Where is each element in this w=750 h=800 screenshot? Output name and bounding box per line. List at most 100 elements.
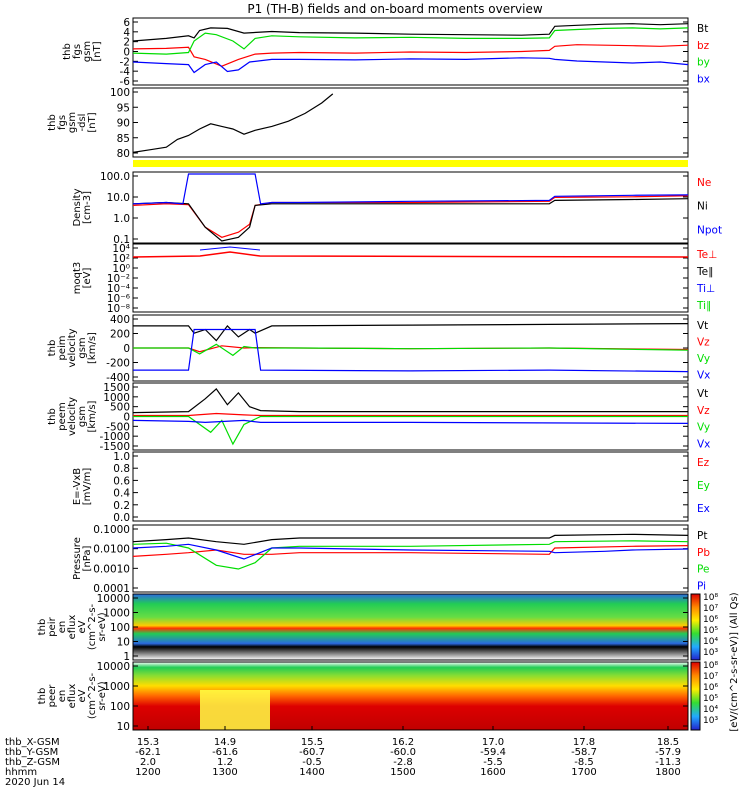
y-tick-label: 0.6 bbox=[113, 475, 130, 487]
y-tick-label: 10000 bbox=[97, 661, 130, 673]
series-by bbox=[133, 28, 688, 54]
series-Bt bbox=[133, 24, 688, 41]
series-Vx bbox=[133, 420, 688, 423]
y-axis-label-line: sr-eV) bbox=[97, 681, 108, 710]
colorbar-tick: 10⁶ bbox=[703, 615, 718, 625]
plot-title: P1 (TH-B) fields and on-board moments ov… bbox=[247, 2, 543, 16]
legend-Ni: Ni bbox=[697, 201, 708, 213]
series-Vt bbox=[133, 324, 688, 341]
y-axis-label-line: [nT] bbox=[92, 41, 103, 61]
legend-Pe: Pe bbox=[697, 564, 709, 576]
legend-Ez: Ez bbox=[697, 457, 710, 469]
panel-6: 150010005000-500-1000-1500thb peem velocit… bbox=[47, 382, 710, 453]
y-tick-label: 90 bbox=[117, 118, 130, 130]
panel-3: 100.0 10.0 1.0 0.1 Density [cm-3] Ne Ni Npot bbox=[72, 171, 722, 246]
legend-Ti∥: Ti∥ bbox=[696, 300, 711, 312]
y-axis-label-line: [km/s] bbox=[87, 332, 98, 364]
y-tick-label: 0.0010 bbox=[93, 563, 130, 575]
x-tick-label: 1200 bbox=[135, 767, 160, 778]
series-Vx bbox=[133, 330, 688, 372]
y-axis-label-line: [eV] bbox=[82, 268, 93, 289]
y-axis-label-line: [nT] bbox=[87, 112, 98, 132]
legend-Vx: Vx bbox=[697, 370, 710, 382]
colorbar-tick: 10⁸ bbox=[703, 593, 718, 603]
y-axis-label-line: [mV/m] bbox=[82, 468, 93, 506]
series-Ni bbox=[133, 199, 688, 241]
x-tick-label: 1500 bbox=[390, 767, 415, 778]
y-tick-label: 80 bbox=[117, 148, 130, 160]
colorbar-2 bbox=[691, 662, 700, 730]
colorbar-tick: 10⁵ bbox=[703, 694, 718, 704]
colorbar-tick: 10³ bbox=[703, 648, 718, 658]
panel-frame bbox=[133, 452, 688, 521]
colorbar-tick: 10⁵ bbox=[703, 626, 718, 636]
panel-2: 10095908580thb fgs gsm -dsl [nT] bbox=[47, 87, 688, 160]
y-tick-label: 10000 bbox=[97, 593, 130, 605]
y-tick-label: 400 bbox=[110, 314, 130, 326]
legend-Pb: Pb bbox=[697, 547, 710, 559]
colorbar-tick: 10⁶ bbox=[703, 683, 718, 693]
legend-Te∥: Te∥ bbox=[696, 266, 713, 278]
x-tick-label: 1800 bbox=[655, 767, 680, 778]
y-tick-label: 10 bbox=[117, 637, 130, 649]
legend-Vy: Vy bbox=[697, 353, 710, 365]
legend-bz: bz bbox=[697, 40, 710, 52]
x-tick-label: 1400 bbox=[299, 767, 324, 778]
y-tick-label: 95 bbox=[117, 102, 130, 114]
legend-Ey: Ey bbox=[697, 480, 710, 492]
panel-9: 10000 1000 100 10 1 thb peir en eflux eV (cm^2-s-s… bbox=[37, 593, 688, 663]
legend-Bt: Bt bbox=[697, 23, 708, 35]
x-axis-labels: thb_X-GSM 15.3 14.9 15.5 16.2 17.0 17.8 18.5 thb… bbox=[5, 726, 681, 788]
series-bx bbox=[133, 58, 688, 73]
legend-Vt: Vt bbox=[697, 388, 708, 400]
colorbar-tick: 10⁸ bbox=[703, 661, 718, 671]
y-tick-label: 0.0100 bbox=[93, 544, 130, 556]
y-tick-label: 0.1000 bbox=[93, 524, 130, 536]
panel-7: 1.00.80.60.40.20.0E=-VxB [mV/m]EzEyEx bbox=[72, 451, 710, 524]
series-Te bbox=[133, 252, 688, 257]
colorbar-tick: 10⁷ bbox=[703, 672, 718, 682]
colorbar-tick: 10⁷ bbox=[703, 604, 718, 614]
series-Vz bbox=[133, 414, 688, 416]
y-tick-label: 0.8 bbox=[113, 463, 130, 475]
series-Pt bbox=[133, 534, 688, 544]
series-Vt bbox=[133, 389, 688, 413]
y-tick-label: 1.0 bbox=[113, 451, 130, 463]
y-tick-label: -200 bbox=[106, 358, 130, 370]
y-tick-label: 10.0 bbox=[107, 192, 130, 204]
panel-frame bbox=[133, 88, 688, 157]
x-tick-label: 1300 bbox=[212, 767, 237, 778]
legend-Pi: Pi bbox=[697, 580, 706, 592]
series-Pe bbox=[133, 541, 688, 569]
legend-Ex: Ex bbox=[697, 503, 710, 515]
colorbar-label: [eV/(cm^2-s-sr-eV)] (All Qs) bbox=[729, 592, 740, 731]
y-tick-label: 0.2 bbox=[113, 500, 130, 512]
y-tick-label: 10 bbox=[117, 721, 130, 733]
colorbar-tick: 10⁴ bbox=[703, 637, 718, 647]
y-axis-label-line: [nPa] bbox=[82, 545, 93, 571]
colorbar-tick: 10³ bbox=[703, 716, 718, 726]
legend-by: by bbox=[697, 57, 710, 69]
legend-Vz: Vz bbox=[697, 337, 710, 349]
legend-Vx: Vx bbox=[697, 438, 710, 450]
legend-Vy: Vy bbox=[697, 422, 710, 434]
y-tick-label: 0 bbox=[123, 343, 130, 355]
panel-10: 10000100010010thb peer en eflux eV (cm^2-s-sr… bbox=[37, 661, 688, 733]
legend-bx: bx bbox=[697, 73, 710, 85]
y-axis-label-line: sr-eV) bbox=[97, 612, 108, 641]
legend-Te⊥: Te⊥ bbox=[696, 249, 717, 261]
legend-Npot: Npot bbox=[697, 224, 722, 236]
legend-Vz: Vz bbox=[697, 405, 710, 417]
x-tick-label: 1600 bbox=[480, 767, 505, 778]
panel-5: 4002000-200-400thb peim velocity gsm [km/s]V… bbox=[47, 314, 710, 384]
heatmap-gap-region bbox=[200, 690, 270, 730]
yellow-status-bar bbox=[133, 160, 688, 167]
legend-Pt: Pt bbox=[697, 530, 707, 542]
legend-Ne: Ne bbox=[697, 177, 711, 189]
y-tick-label: 100.0 bbox=[100, 171, 130, 183]
legend-Ti⊥: Ti⊥ bbox=[696, 283, 715, 295]
panel-8: 0.1000 0.0100 0.0010 0.0001 Pressure [nPa] Pt P… bbox=[72, 524, 710, 595]
